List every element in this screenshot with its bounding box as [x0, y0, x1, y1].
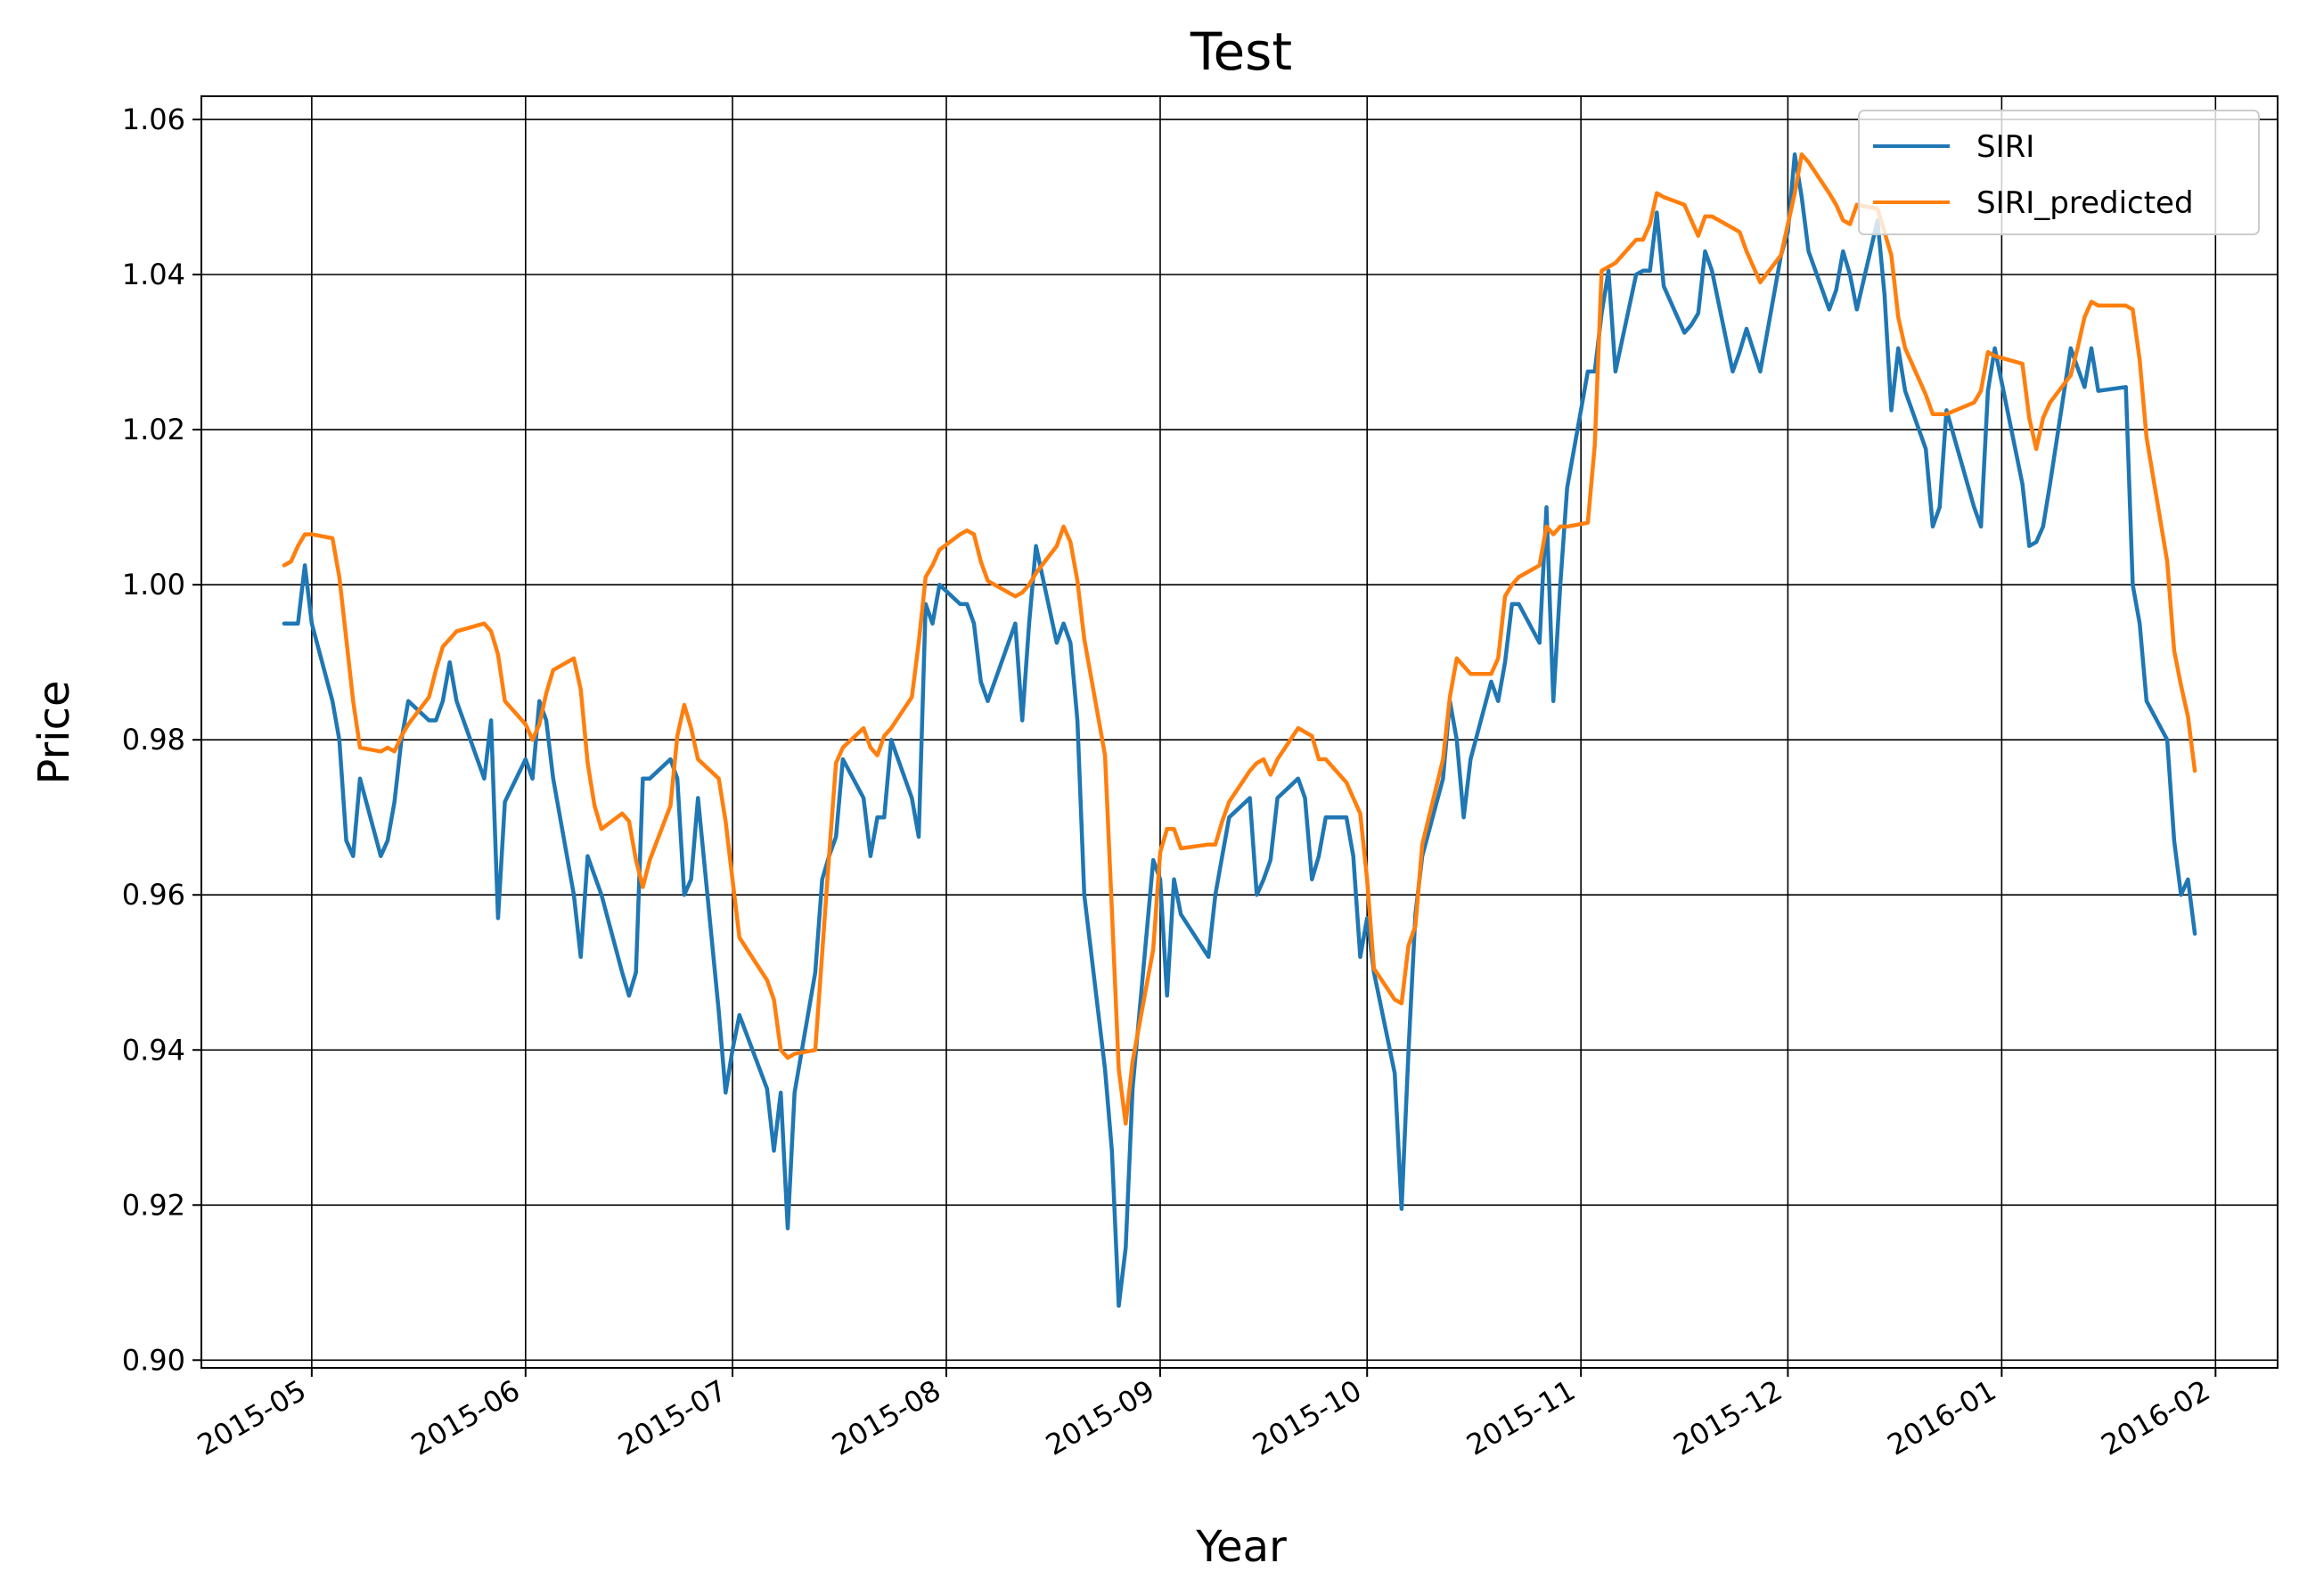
y-tick-label: 1.04	[122, 258, 185, 291]
plot-area-frame	[200, 95, 2279, 1369]
x-axis-label: Year	[1195, 1522, 1287, 1572]
chart-title: Test	[1190, 21, 1292, 82]
legend-label-siri: SIRI	[1976, 129, 2034, 165]
y-tick-label: 0.90	[122, 1343, 185, 1377]
y-axis-label: Price	[29, 680, 79, 784]
y-tick-label: 0.98	[122, 723, 185, 757]
y-axis: 0.90 0.92 0.94 0.96 0.98 1.00 1.02 1.04 1.06	[122, 102, 201, 1377]
legend-label-siri-predicted: SIRI_predicted	[1976, 185, 2194, 221]
y-tick-label: 1.02	[122, 413, 185, 446]
y-tick-label: 1.00	[122, 568, 185, 602]
y-tick-label: 0.92	[122, 1188, 185, 1222]
series-lines	[282, 152, 2197, 1308]
legend-box	[1858, 110, 2260, 235]
series-line-siri-predicted	[282, 152, 2197, 1126]
legend: SIRI SIRI_predicted	[1858, 110, 2260, 235]
y-tick-label: 0.94	[122, 1033, 185, 1067]
y-tick-label: 0.96	[122, 878, 185, 912]
series-line-siri	[282, 152, 2197, 1308]
y-tick-label: 1.06	[122, 102, 185, 136]
